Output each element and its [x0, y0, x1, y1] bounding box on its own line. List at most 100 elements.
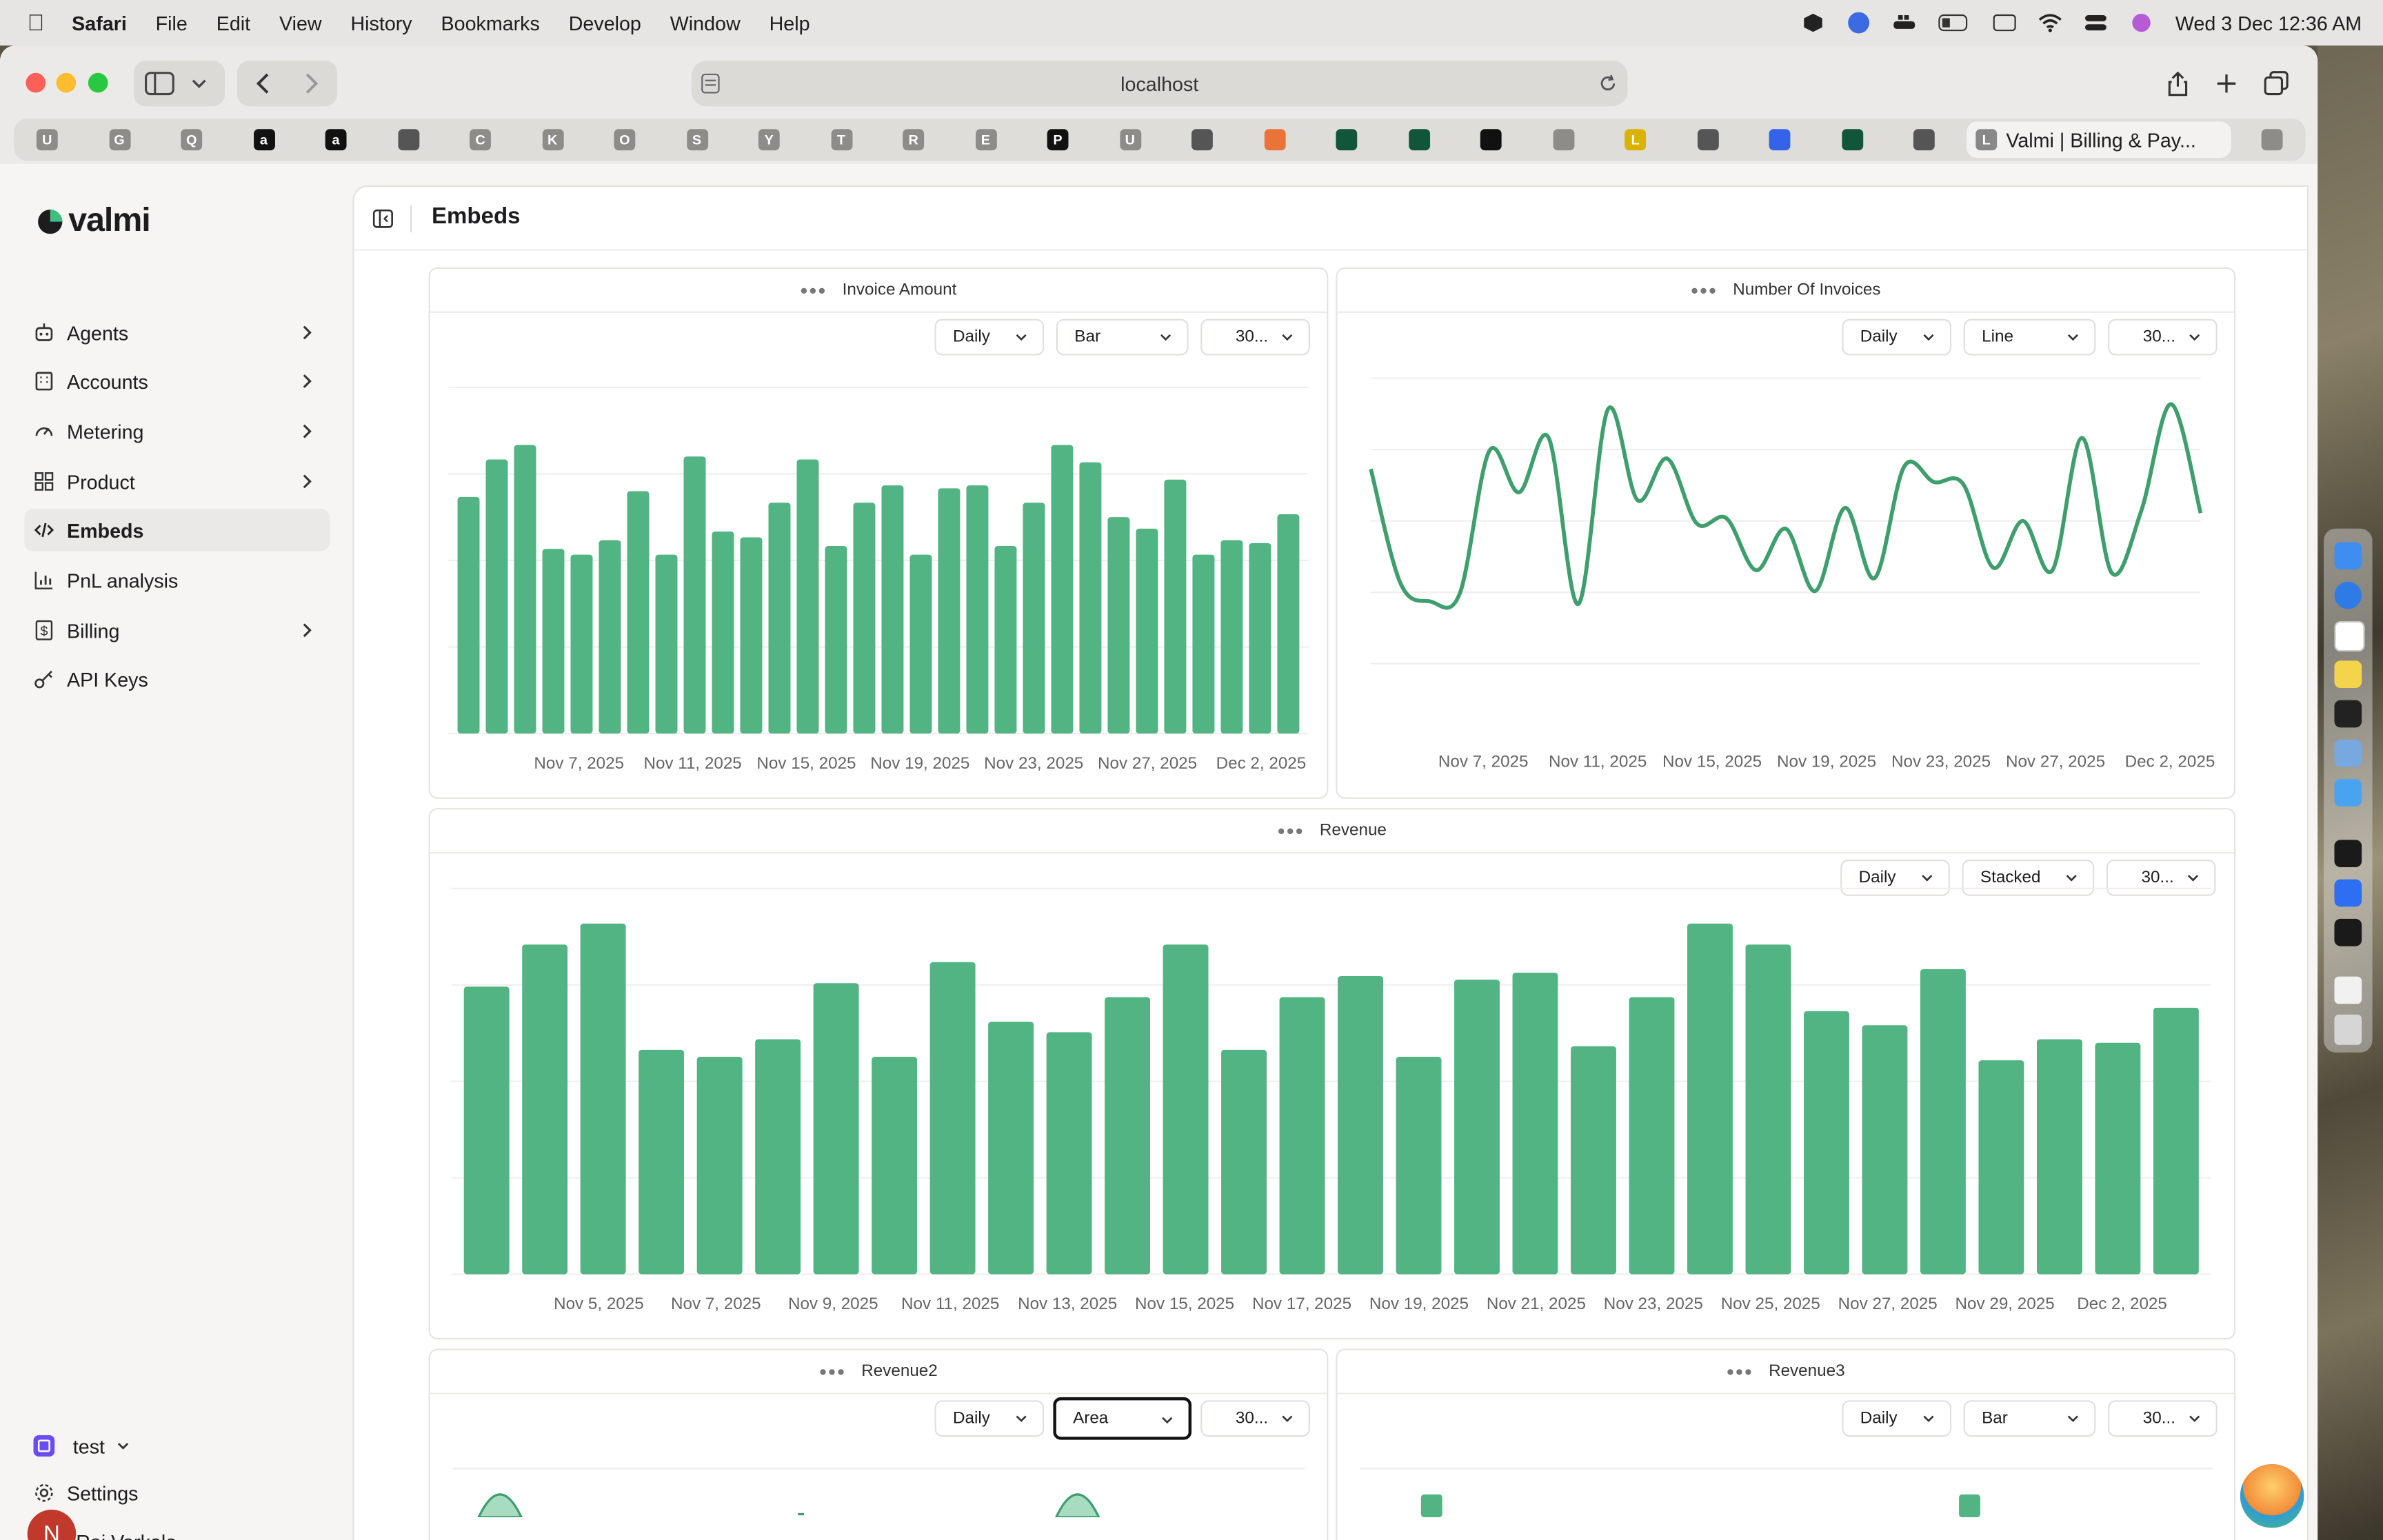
chart-type-select[interactable]: Area: [1053, 1397, 1192, 1440]
range-select[interactable]: 30...: [1200, 318, 1310, 356]
workspace-switcher[interactable]: test: [24, 1425, 330, 1468]
docker-icon[interactable]: [1893, 12, 1917, 34]
minimize-window-button[interactable]: [56, 72, 77, 93]
sidebar-item-embeds[interactable]: Embeds: [24, 509, 330, 551]
finder-icon[interactable]: [2334, 542, 2362, 570]
cursor-alt-icon[interactable]: [2334, 918, 2362, 946]
control-center-icon[interactable]: [2084, 12, 2109, 34]
address-bar[interactable]: localhost: [691, 61, 1628, 107]
wifi-icon[interactable]: [2039, 12, 2063, 34]
trash-icon[interactable]: [2334, 1014, 2362, 1045]
terminal-icon[interactable]: [2334, 700, 2362, 728]
card-menu-icon[interactable]: •••: [1691, 278, 1718, 303]
menu-clock[interactable]: Wed 3 Dec 12:36 AM: [2175, 11, 2362, 34]
menu-edit[interactable]: Edit: [199, 11, 250, 34]
favorite-14[interactable]: P: [1047, 129, 1069, 151]
active-tab[interactable]: L Valmi | Billing & Pay...: [1967, 121, 2231, 159]
menu-view[interactable]: View: [262, 11, 322, 34]
valmi-logo[interactable]: valmi: [35, 201, 151, 240]
favorite-8[interactable]: O: [614, 129, 636, 151]
apple-icon[interactable]: : [28, 10, 45, 35]
favorite-20[interactable]: [1480, 129, 1502, 151]
menu-help[interactable]: Help: [752, 11, 810, 34]
new-tab-icon[interactable]: [2214, 72, 2238, 96]
granularity-select[interactable]: Daily: [934, 1400, 1045, 1437]
assistant-bubble-icon[interactable]: [2237, 1461, 2307, 1531]
menu-bookmarks[interactable]: Bookmarks: [423, 11, 540, 34]
chart-type-select[interactable]: Bar: [1963, 1400, 2096, 1437]
siri-icon[interactable]: [2130, 12, 2154, 34]
favorite-23[interactable]: [1696, 129, 1718, 151]
battery-icon[interactable]: [1938, 12, 1971, 34]
range-select[interactable]: 30...: [1200, 1400, 1310, 1437]
favorite-4[interactable]: a: [325, 129, 347, 151]
range-select[interactable]: 30...: [2106, 859, 2216, 896]
card-menu-icon[interactable]: •••: [1277, 818, 1305, 843]
sidebar-item-product[interactable]: Product: [24, 460, 330, 503]
favorite-26[interactable]: [1913, 129, 1935, 151]
back-icon[interactable]: [240, 61, 285, 106]
favorite-12[interactable]: R: [903, 129, 925, 151]
page-menu-icon[interactable]: [701, 73, 722, 94]
forward-icon[interactable]: [289, 61, 334, 106]
document-icon[interactable]: [2334, 976, 2362, 1004]
favorite-6[interactable]: C: [470, 129, 491, 151]
display-icon[interactable]: [1993, 12, 2017, 34]
chart-type-select[interactable]: Stacked: [1962, 859, 2095, 896]
card-menu-icon[interactable]: •••: [800, 278, 827, 303]
reload-icon[interactable]: [1597, 73, 1618, 94]
notes-icon[interactable]: [2334, 660, 2362, 689]
menu-history[interactable]: History: [333, 11, 412, 34]
favorite-21[interactable]: [1552, 129, 1574, 151]
sidebar-item-agents[interactable]: Agents: [24, 312, 330, 354]
favorite-13[interactable]: E: [974, 129, 996, 151]
favorite-15[interactable]: U: [1119, 129, 1141, 151]
granularity-select[interactable]: Daily: [1840, 859, 1950, 896]
box-icon[interactable]: [1802, 12, 1826, 34]
sidebar-toggle-button[interactable]: [133, 61, 225, 107]
menu-develop[interactable]: Develop: [551, 11, 641, 34]
favorite-18[interactable]: [1336, 129, 1358, 151]
granularity-select[interactable]: Daily: [1842, 318, 1952, 356]
sidebar-item-metering[interactable]: Metering: [24, 410, 330, 453]
menu-file[interactable]: File: [138, 11, 188, 34]
favorite-1[interactable]: G: [108, 129, 130, 151]
chart-type-select[interactable]: Line: [1963, 318, 2096, 356]
share-icon[interactable]: [2166, 70, 2190, 97]
sidebar-item-api-keys[interactable]: API Keys: [24, 658, 330, 700]
preview-icon[interactable]: [2334, 739, 2362, 767]
favorite-19[interactable]: [1408, 129, 1429, 151]
granularity-select[interactable]: Daily: [934, 318, 1045, 356]
favorite-0[interactable]: U: [36, 129, 58, 151]
favorite-7[interactable]: K: [541, 129, 563, 151]
favorite-25[interactable]: [1841, 129, 1863, 151]
user-profile[interactable]: N Raj Varkala: [24, 1509, 330, 1540]
tab-overview-icon[interactable]: [2263, 70, 2291, 97]
sidebar-item-billing[interactable]: $ Billing: [24, 609, 330, 651]
favorite-16[interactable]: [1191, 129, 1213, 151]
calendar-icon[interactable]: [2334, 621, 2365, 652]
favorite-11[interactable]: T: [830, 129, 852, 151]
menu-window[interactable]: Window: [652, 11, 741, 34]
collapse-sidebar-icon[interactable]: [372, 208, 394, 230]
favorite-17[interactable]: [1263, 129, 1285, 151]
sidebar-item-pnl-analysis[interactable]: PnL analysis: [24, 559, 330, 602]
favorite-22[interactable]: L: [1625, 129, 1647, 151]
settings-link[interactable]: Settings: [24, 1472, 330, 1514]
favorite-5[interactable]: [397, 129, 419, 151]
chart-type-select[interactable]: Bar: [1056, 318, 1189, 356]
granularity-select[interactable]: Daily: [1842, 1400, 1952, 1437]
cursor-icon[interactable]: [2334, 840, 2362, 868]
zoom-icon[interactable]: [1847, 12, 1871, 34]
card-menu-icon[interactable]: •••: [1726, 1359, 1754, 1384]
favorite-9[interactable]: S: [686, 129, 707, 151]
sidebar-item-accounts[interactable]: Accounts: [24, 360, 330, 403]
range-select[interactable]: 30...: [2108, 318, 2218, 356]
card-menu-icon[interactable]: •••: [819, 1359, 847, 1384]
zoom-window-button[interactable]: [88, 72, 108, 93]
favorite-2[interactable]: Q: [181, 129, 203, 151]
mail-icon[interactable]: [2334, 779, 2362, 807]
safari-icon[interactable]: [2334, 581, 2362, 609]
favorite-10[interactable]: Y: [758, 129, 780, 151]
close-window-button[interactable]: [26, 72, 46, 93]
